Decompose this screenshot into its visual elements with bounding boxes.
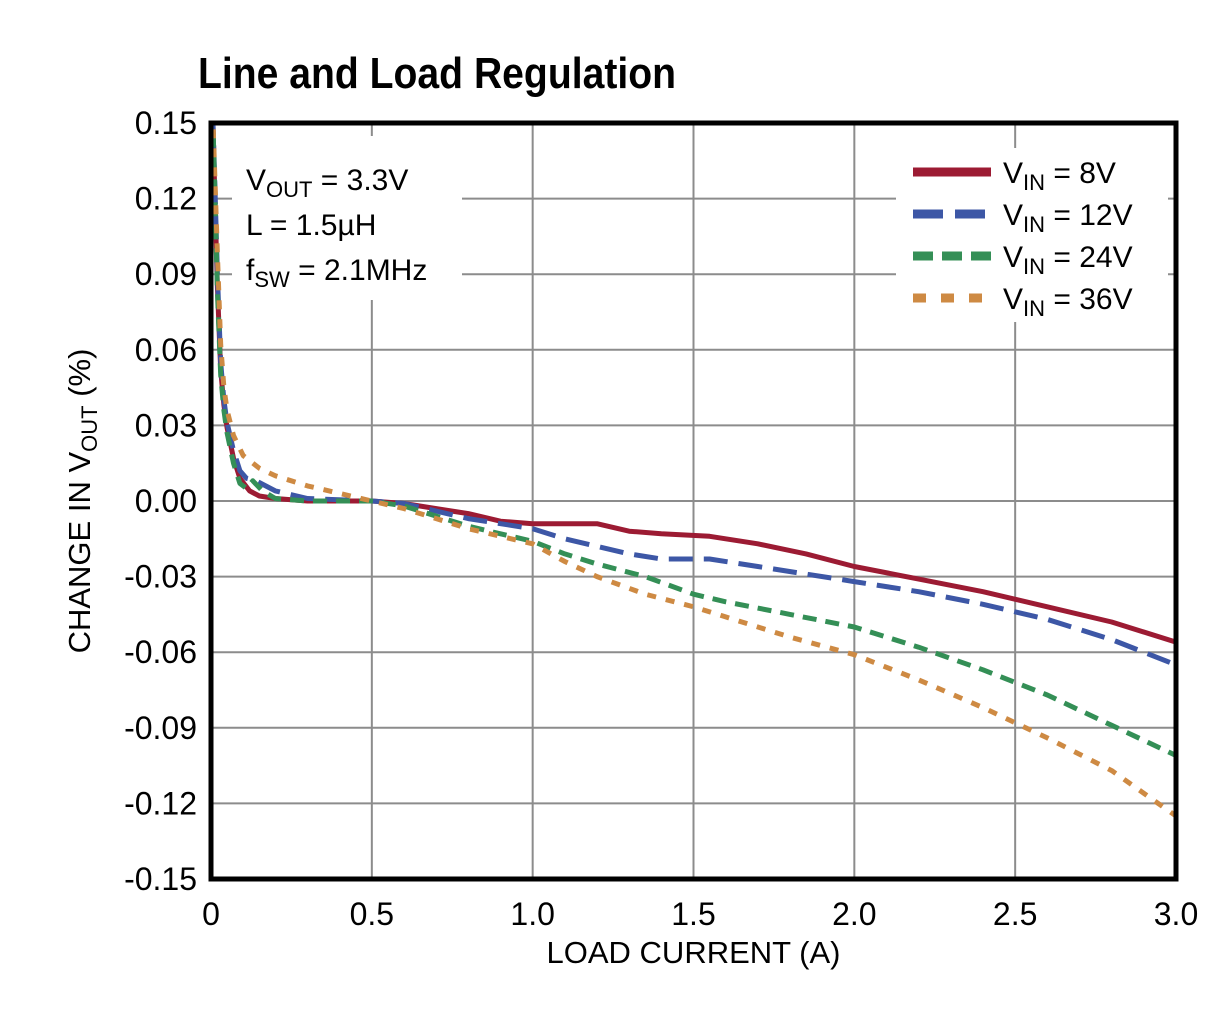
y-tick-label: 0.09 bbox=[135, 256, 197, 292]
y-tick-label: -0.09 bbox=[124, 710, 197, 746]
plot-border bbox=[208, 120, 1179, 882]
annotation-line: fSW = 2.1MHz bbox=[246, 254, 427, 292]
plot-frame bbox=[208, 120, 1179, 882]
tick-labels: 0 0.5 1.0 1.5 2.0 2.5 3.0 0.15 0.12 0.09 0.06 0.03 0… bbox=[124, 105, 1198, 932]
x-tick-label: 2.0 bbox=[832, 896, 876, 932]
legend-label-vin12: VIN = 12V bbox=[1003, 199, 1133, 237]
legend-label-vin36: VIN = 36V bbox=[1003, 283, 1133, 321]
series-line-vin12 bbox=[211, 123, 1176, 668]
x-tick-label: 0 bbox=[202, 896, 220, 932]
y-tick-label: -0.03 bbox=[124, 559, 197, 595]
axis-titles: LOAD CURRENT (A) CHANGE IN VOUT (%) bbox=[62, 349, 840, 970]
series-line-vin36 bbox=[211, 123, 1176, 819]
y-tick-label: 0.15 bbox=[135, 105, 197, 141]
x-tick-label: 2.5 bbox=[993, 896, 1037, 932]
annotation-line: VOUT = 3.3V bbox=[246, 164, 408, 202]
annotation-background bbox=[232, 136, 462, 300]
y-tick-label: 0.00 bbox=[135, 483, 197, 519]
chart-title: Line and Load Regulation bbox=[198, 49, 676, 98]
legend: VIN = 8V VIN = 12V VIN = 24V VIN = 36V bbox=[913, 157, 1133, 321]
x-axis-title: LOAD CURRENT (A) bbox=[547, 935, 841, 970]
conditions-annotation: VOUT = 3.3V L = 1.5µH fSW = 2.1MHz bbox=[246, 164, 427, 292]
x-tick-label: 1.0 bbox=[510, 896, 554, 932]
legend-background bbox=[896, 148, 1168, 322]
y-tick-label: -0.06 bbox=[124, 634, 197, 670]
x-tick-label: 3.0 bbox=[1154, 896, 1198, 932]
annotation-line: L = 1.5µH bbox=[246, 209, 376, 242]
series-curves bbox=[211, 123, 1176, 819]
y-tick-label: -0.12 bbox=[124, 785, 197, 821]
y-tick-label: 0.12 bbox=[135, 181, 197, 217]
x-tick-label: 0.5 bbox=[350, 896, 394, 932]
y-tick-label: 0.03 bbox=[135, 407, 197, 443]
y-axis-title: CHANGE IN VOUT (%) bbox=[62, 349, 102, 654]
legend-label-vin8: VIN = 8V bbox=[1003, 157, 1116, 195]
legend-label-vin24: VIN = 24V bbox=[1003, 241, 1133, 279]
label-backgrounds bbox=[232, 136, 1168, 322]
y-tick-label: -0.15 bbox=[124, 861, 197, 897]
x-tick-label: 1.5 bbox=[671, 896, 715, 932]
series-line-vin8 bbox=[211, 123, 1176, 645]
y-tick-label: 0.06 bbox=[135, 332, 197, 368]
